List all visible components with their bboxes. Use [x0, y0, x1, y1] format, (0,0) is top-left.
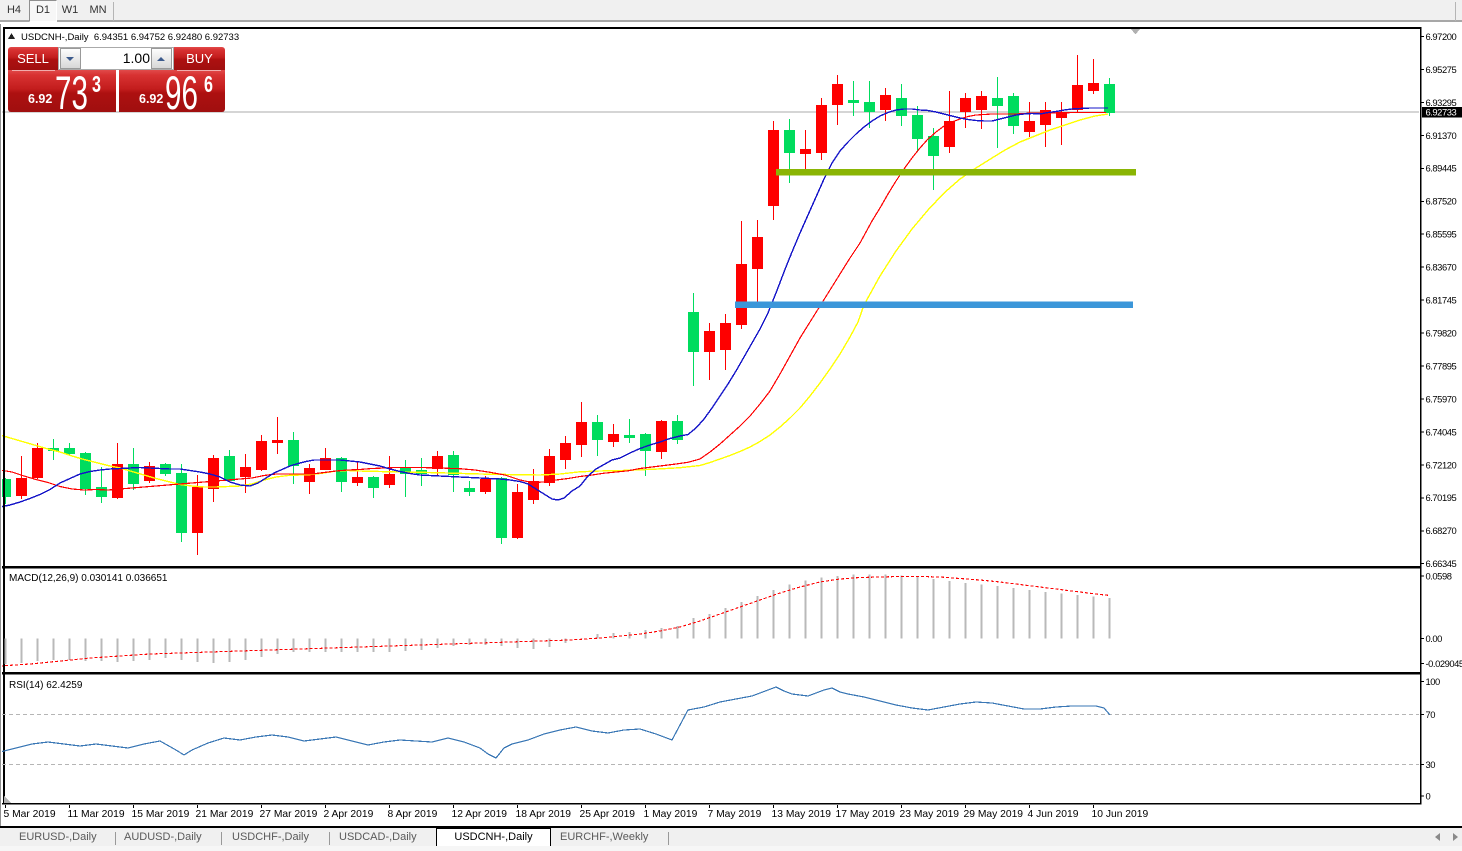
svg-text:5 Mar 2019: 5 Mar 2019 — [4, 809, 56, 820]
svg-text:21 Mar 2019: 21 Mar 2019 — [196, 809, 254, 820]
svg-text:6.89445: 6.89445 — [1426, 163, 1457, 174]
svg-text:23 May 2019: 23 May 2019 — [900, 809, 960, 820]
svg-text:6.81745: 6.81745 — [1426, 295, 1457, 306]
svg-text:6.79820: 6.79820 — [1426, 327, 1457, 338]
svg-text:6.92733: 6.92733 — [1426, 107, 1457, 118]
svg-text:70: 70 — [1426, 709, 1436, 720]
svg-text:6.66345: 6.66345 — [1426, 558, 1457, 569]
svg-text:-0.029045: -0.029045 — [1426, 658, 1462, 669]
svg-text:6.95275: 6.95275 — [1426, 64, 1457, 75]
svg-text:1 May 2019: 1 May 2019 — [644, 809, 698, 820]
svg-text:11 Mar 2019: 11 Mar 2019 — [68, 809, 125, 820]
svg-text:USDCNH-,Daily 6.94351 6.94752: USDCNH-,Daily 6.94351 6.94752 6.92480 6.… — [21, 32, 239, 43]
svg-text:MACD(12,26,9) 0.030141 0.03665: MACD(12,26,9) 0.030141 0.036651 — [9, 573, 168, 584]
svg-text:6.77895: 6.77895 — [1426, 360, 1457, 371]
svg-text:2 Apr 2019: 2 Apr 2019 — [324, 809, 374, 820]
svg-text:6.68270: 6.68270 — [1426, 525, 1457, 536]
svg-text:6.91370: 6.91370 — [1426, 130, 1457, 141]
svg-text:100: 100 — [1426, 676, 1441, 687]
svg-text:6.83670: 6.83670 — [1426, 262, 1457, 273]
svg-text:6.97200: 6.97200 — [1426, 31, 1457, 42]
svg-text:6.75970: 6.75970 — [1426, 393, 1457, 404]
svg-text:0: 0 — [1426, 791, 1431, 802]
svg-text:10 Jun 2019: 10 Jun 2019 — [1092, 809, 1149, 820]
svg-text:6.72120: 6.72120 — [1426, 459, 1457, 470]
svg-text:6.85595: 6.85595 — [1426, 229, 1457, 240]
svg-text:6.87520: 6.87520 — [1426, 196, 1457, 207]
svg-text:13 May 2019: 13 May 2019 — [772, 809, 832, 820]
svg-text:4 Jun 2019: 4 Jun 2019 — [1028, 809, 1079, 820]
svg-text:0.00: 0.00 — [1426, 633, 1443, 644]
svg-text:12 Apr 2019: 12 Apr 2019 — [452, 809, 508, 820]
svg-text:30: 30 — [1426, 759, 1436, 770]
svg-text:RSI(14) 62.4259: RSI(14) 62.4259 — [9, 680, 83, 691]
svg-text:8 Apr 2019: 8 Apr 2019 — [388, 809, 438, 820]
svg-text:29 May 2019: 29 May 2019 — [964, 809, 1024, 820]
svg-text:6.70195: 6.70195 — [1426, 492, 1457, 503]
svg-text:6.93295: 6.93295 — [1426, 97, 1457, 108]
svg-text:18 Apr 2019: 18 Apr 2019 — [516, 809, 572, 820]
svg-text:15 Mar 2019: 15 Mar 2019 — [132, 809, 190, 820]
svg-text:25 Apr 2019: 25 Apr 2019 — [580, 809, 636, 820]
svg-text:6.74045: 6.74045 — [1426, 426, 1457, 437]
svg-text:17 May 2019: 17 May 2019 — [836, 809, 896, 820]
svg-text:7 May 2019: 7 May 2019 — [708, 809, 762, 820]
svg-text:27 Mar 2019: 27 Mar 2019 — [260, 809, 318, 820]
svg-text:0.0598: 0.0598 — [1426, 570, 1452, 581]
